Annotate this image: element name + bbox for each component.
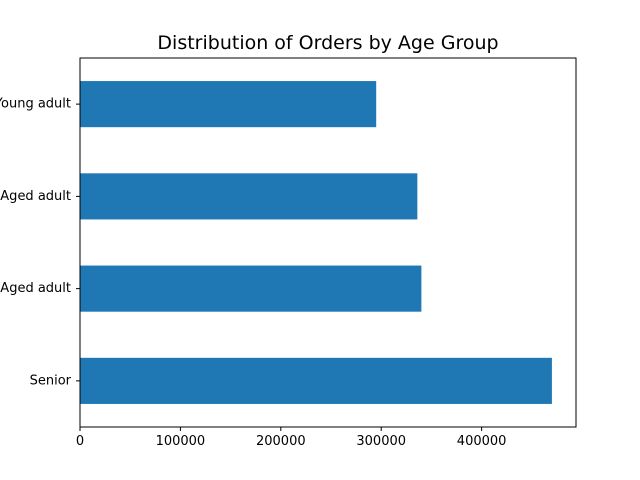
bars-group [80, 81, 552, 404]
y-tick-label: Aged adult [0, 281, 71, 296]
plot-frame [79, 57, 577, 428]
y-tick-label: Young adult [0, 97, 71, 112]
x-tick-label: 200000 [256, 434, 306, 449]
x-tick-label: 400000 [457, 434, 507, 449]
chart-title: Distribution of Orders by Age Group [157, 32, 498, 54]
bar [80, 265, 422, 312]
x-tick-label: 0 [76, 434, 84, 449]
bar [80, 357, 552, 404]
bar [80, 81, 377, 128]
x-tick-label: 100000 [156, 434, 206, 449]
y-tick-label: Middle Aged adult [0, 189, 71, 204]
bar [80, 173, 418, 220]
x-axis: 0 100000 200000 300000 400000 [76, 427, 507, 449]
y-axis: Young adult Middle Aged adult Aged adult Se… [0, 97, 80, 388]
y-tick-label: Senior [30, 373, 72, 388]
x-tick-label: 300000 [356, 434, 406, 449]
